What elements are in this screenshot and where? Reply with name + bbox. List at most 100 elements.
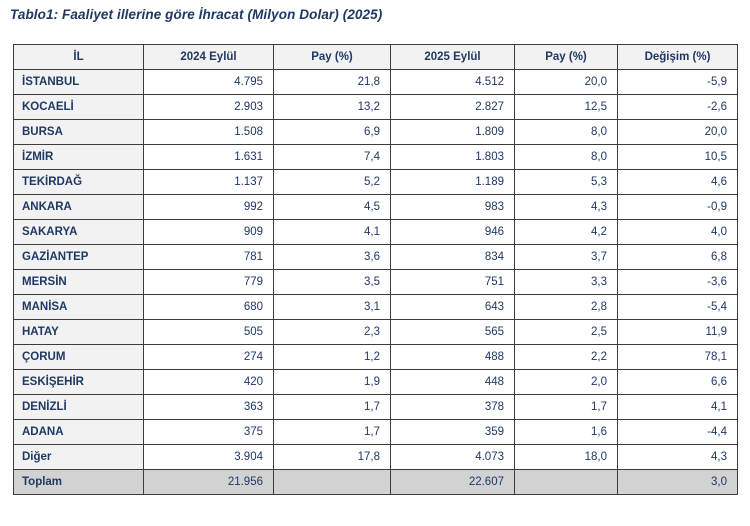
cell-2025-eylul: 4.073 [390, 444, 515, 470]
cell-pay-2024: 13,2 [273, 94, 391, 120]
cell-il: DENİZLİ [13, 394, 144, 420]
cell-degisim: 11,9 [617, 319, 738, 345]
cell-il: TEKİRDAĞ [13, 169, 144, 195]
cell-il: HATAY [13, 319, 144, 345]
cell-pay-2024: 21,8 [273, 69, 391, 95]
cell-2024-eylul: 2.903 [143, 94, 274, 120]
cell-pay-2024: 2,3 [273, 319, 391, 345]
table-row: MERSİN 779 3,5 751 3,3 -3,6 [13, 269, 738, 295]
cell-degisim: 20,0 [617, 119, 738, 145]
cell-il: ESKİŞEHİR [13, 369, 144, 395]
table-row: KOCAELİ 2.903 13,2 2.827 12,5 -2,6 [13, 94, 738, 120]
cell-il: ADANA [13, 419, 144, 445]
cell-il: MERSİN [13, 269, 144, 295]
cell-2025-eylul: 751 [390, 269, 515, 295]
table-row: ESKİŞEHİR 420 1,9 448 2,0 6,6 [13, 369, 738, 395]
cell-pay-2025: 4,3 [514, 194, 618, 220]
table-row: İSTANBUL 4.795 21,8 4.512 20,0 -5,9 [13, 69, 738, 95]
cell-2024-eylul: 21.956 [143, 469, 274, 495]
cell-2025-eylul: 4.512 [390, 69, 515, 95]
cell-pay-2024: 3,1 [273, 294, 391, 320]
cell-2025-eylul: 1.189 [390, 169, 515, 195]
cell-degisim: -5,9 [617, 69, 738, 95]
cell-2024-eylul: 779 [143, 269, 274, 295]
cell-il: Diğer [13, 444, 144, 470]
table-row: BURSA 1.508 6,9 1.809 8,0 20,0 [13, 119, 738, 145]
cell-2025-eylul: 359 [390, 419, 515, 445]
cell-pay-2025: 2,8 [514, 294, 618, 320]
table-row: HATAY 505 2,3 565 2,5 11,9 [13, 319, 738, 345]
cell-pay-2024 [273, 469, 391, 495]
cell-degisim: 4,6 [617, 169, 738, 195]
cell-2025-eylul: 983 [390, 194, 515, 220]
cell-2024-eylul: 1.508 [143, 119, 274, 145]
header-il: İL [13, 44, 144, 70]
header-degisim: Değişim (%) [617, 44, 738, 70]
table-row: ANKARA 992 4,5 983 4,3 -0,9 [13, 194, 738, 220]
cell-pay-2025: 1,6 [514, 419, 618, 445]
cell-il: ÇORUM [13, 344, 144, 370]
cell-pay-2024: 4,5 [273, 194, 391, 220]
cell-degisim: 4,0 [617, 219, 738, 245]
header-2024-eylul: 2024 Eylül [143, 44, 274, 70]
cell-2024-eylul: 1.631 [143, 144, 274, 170]
cell-pay-2024: 17,8 [273, 444, 391, 470]
table-row: SAKARYA 909 4,1 946 4,2 4,0 [13, 219, 738, 245]
table-row: Diğer 3.904 17,8 4.073 18,0 4,3 [13, 444, 738, 470]
table-header: İL 2024 Eylül Pay (%) 2025 Eylül Pay (%)… [13, 44, 738, 70]
cell-degisim: -4,4 [617, 419, 738, 445]
table-row: İZMİR 1.631 7,4 1.803 8,0 10,5 [13, 144, 738, 170]
cell-degisim: 6,8 [617, 244, 738, 270]
cell-pay-2025: 12,5 [514, 94, 618, 120]
cell-il: ANKARA [13, 194, 144, 220]
cell-degisim: 4,1 [617, 394, 738, 420]
cell-pay-2024: 3,5 [273, 269, 391, 295]
cell-pay-2024: 1,7 [273, 394, 391, 420]
cell-pay-2025: 8,0 [514, 119, 618, 145]
cell-2025-eylul: 378 [390, 394, 515, 420]
cell-2025-eylul: 1.803 [390, 144, 515, 170]
cell-2025-eylul: 946 [390, 219, 515, 245]
table-row: MANİSA 680 3,1 643 2,8 -5,4 [13, 294, 738, 320]
cell-2024-eylul: 420 [143, 369, 274, 395]
cell-2025-eylul: 448 [390, 369, 515, 395]
table-row: ADANA 375 1,7 359 1,6 -4,4 [13, 419, 738, 445]
cell-degisim: 3,0 [617, 469, 738, 495]
cell-2024-eylul: 680 [143, 294, 274, 320]
cell-il: İZMİR [13, 144, 144, 170]
cell-2025-eylul: 488 [390, 344, 515, 370]
cell-pay-2025: 2,2 [514, 344, 618, 370]
cell-degisim: -5,4 [617, 294, 738, 320]
cell-pay-2025: 20,0 [514, 69, 618, 95]
cell-2025-eylul: 565 [390, 319, 515, 345]
cell-2025-eylul: 834 [390, 244, 515, 270]
cell-pay-2025: 5,3 [514, 169, 618, 195]
cell-pay-2024: 6,9 [273, 119, 391, 145]
cell-pay-2025: 4,2 [514, 219, 618, 245]
cell-pay-2024: 1,9 [273, 369, 391, 395]
cell-pay-2024: 1,7 [273, 419, 391, 445]
cell-degisim: 78,1 [617, 344, 738, 370]
cell-pay-2024: 3,6 [273, 244, 391, 270]
cell-pay-2024: 5,2 [273, 169, 391, 195]
cell-pay-2025: 18,0 [514, 444, 618, 470]
table-row: ÇORUM 274 1,2 488 2,2 78,1 [13, 344, 738, 370]
cell-il: GAZİANTEP [13, 244, 144, 270]
cell-degisim: -2,6 [617, 94, 738, 120]
table-row: TEKİRDAĞ 1.137 5,2 1.189 5,3 4,6 [13, 169, 738, 195]
cell-2024-eylul: 909 [143, 219, 274, 245]
cell-pay-2024: 7,4 [273, 144, 391, 170]
table-row: DENİZLİ 363 1,7 378 1,7 4,1 [13, 394, 738, 420]
cell-2024-eylul: 363 [143, 394, 274, 420]
cell-il: MANİSA [13, 294, 144, 320]
cell-2024-eylul: 4.795 [143, 69, 274, 95]
cell-il: SAKARYA [13, 219, 144, 245]
table-row: GAZİANTEP 781 3,6 834 3,7 6,8 [13, 244, 738, 270]
cell-2025-eylul: 2.827 [390, 94, 515, 120]
cell-pay-2025: 3,7 [514, 244, 618, 270]
cell-2025-eylul: 643 [390, 294, 515, 320]
cell-2024-eylul: 274 [143, 344, 274, 370]
cell-il: KOCAELİ [13, 94, 144, 120]
export-by-province-table: İL 2024 Eylül Pay (%) 2025 Eylül Pay (%)… [13, 44, 738, 495]
